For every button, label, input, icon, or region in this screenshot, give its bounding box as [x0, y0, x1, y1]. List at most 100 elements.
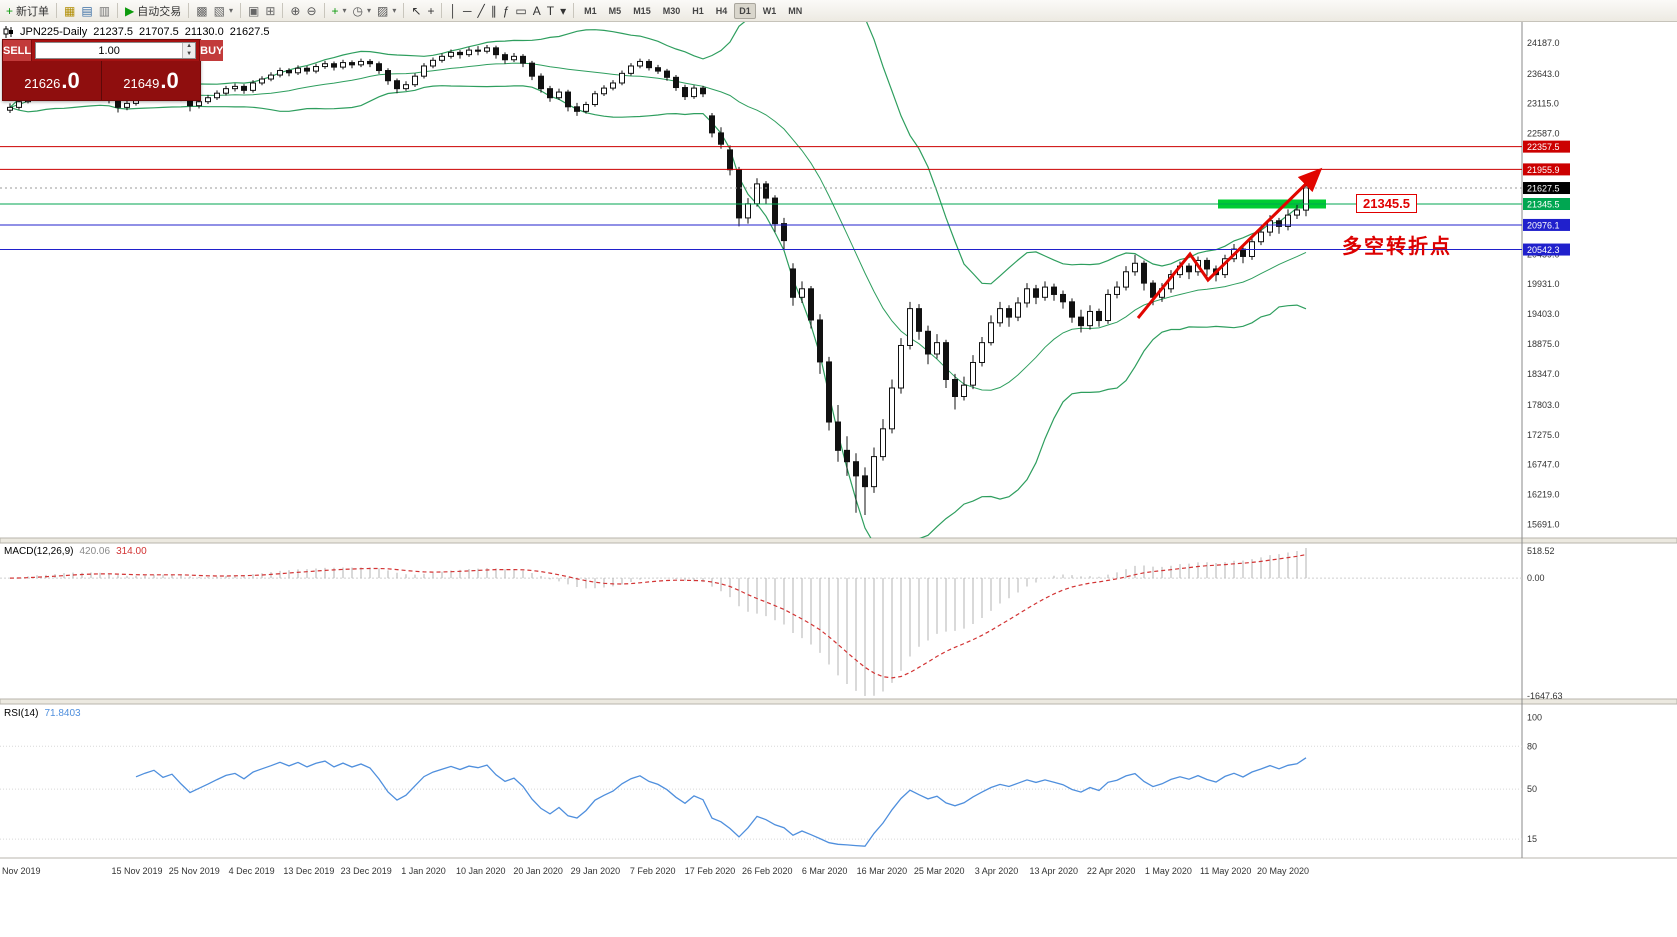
pane-divider-rsi[interactable] [0, 699, 1677, 704]
bar-low: 21130.0 [184, 26, 224, 38]
x-axis-label: 6 Mar 2020 [802, 866, 848, 876]
label-icon[interactable]: T [546, 3, 555, 18]
timeframe-w1[interactable]: W1 [762, 5, 777, 16]
x-axis-label: 15 Nov 2019 [111, 866, 162, 876]
cursor-icon[interactable]: ↖ [411, 3, 422, 18]
price-chip-20976.1: 20976.1 [1527, 220, 1560, 230]
sell-price[interactable]: 21626.0 [3, 61, 102, 100]
templates-icon[interactable]: ▨ ▾ [377, 3, 397, 18]
timeframe-d1[interactable]: D1 [734, 2, 756, 19]
cascade-windows-icon[interactable]: ▣ [247, 3, 260, 18]
y-axis-label: 16747.0 [1527, 460, 1560, 470]
volume-box: ▲ ▼ [35, 42, 197, 59]
rsi-label: RSI(14) 71.8403 [4, 708, 81, 719]
zoom-in-icon[interactable]: ⊕ [290, 3, 301, 18]
toolbar-separator [403, 3, 405, 18]
candlestick-series [7, 45, 1309, 515]
tile-windows-icon[interactable]: ⊞ [265, 3, 276, 18]
trendline-icon[interactable]: ╱ [477, 3, 485, 18]
timeframe-m15[interactable]: M15 [633, 5, 651, 16]
autotrading-icon[interactable]: ▶ 自动交易 [125, 3, 182, 18]
price-chip-21627.5: 21627.5 [1527, 184, 1560, 194]
arrows-icon[interactable]: ▾ [560, 3, 567, 18]
y-axis-label: 24187.0 [1527, 38, 1560, 48]
toolbar-separator [56, 3, 58, 18]
toolbar-separator [239, 3, 241, 18]
rsi-axis-label: 50 [1527, 784, 1537, 794]
x-axis-label: 29 Jan 2020 [571, 866, 621, 876]
vertical-line-icon[interactable]: │ [449, 3, 457, 18]
chart-area: 24187.023643.023115.022587.020459.019931… [0, 22, 1677, 937]
x-axis-label: 22 Apr 2020 [1087, 866, 1136, 876]
x-axis-label: 1 May 2020 [1145, 866, 1192, 876]
periods-icon[interactable]: ◷ ▾ [352, 3, 372, 18]
horizontal-line-icon[interactable]: ─ [462, 3, 472, 18]
rsi-axis-label: 100 [1527, 713, 1542, 723]
y-axis-label: 17275.0 [1527, 430, 1560, 440]
bollinger-upper [9, 22, 1307, 285]
x-axis-label: Nov 2019 [2, 866, 41, 876]
y-axis-label: 17803.0 [1527, 400, 1560, 410]
y-axis-label: 18347.0 [1527, 369, 1560, 379]
sell-button[interactable]: SELL [3, 40, 33, 61]
terminal-icon[interactable]: ▥ [98, 3, 111, 18]
toolbar-separator [323, 3, 325, 18]
x-axis-label: 26 Feb 2020 [742, 866, 793, 876]
bar-close: 21627.5 [229, 26, 270, 38]
x-axis-label: 13 Dec 2019 [283, 866, 334, 876]
rsi-axis-label: 80 [1527, 741, 1537, 751]
volume-up-icon[interactable]: ▲ [183, 43, 196, 51]
y-axis-label: 23115.0 [1527, 99, 1559, 109]
y-axis-label: 23643.0 [1527, 69, 1560, 79]
trend-arrow[interactable] [1136, 167, 1323, 319]
pane-divider-macd[interactable] [0, 538, 1677, 543]
price-chip-21955.9: 21955.9 [1527, 165, 1560, 175]
toolbar-separator [117, 3, 119, 18]
timeframe-h1[interactable]: H1 [692, 5, 704, 16]
x-axis-label: 17 Feb 2020 [685, 866, 736, 876]
turning-point-text[interactable]: 多空转折点 [1342, 236, 1452, 258]
candlestick-mini-icon [3, 26, 13, 38]
timeframe-h4[interactable]: H4 [715, 5, 728, 16]
x-axis-label: 11 May 2020 [1200, 866, 1251, 876]
text-icon[interactable]: A [532, 3, 541, 18]
new-chart-icon[interactable]: ▩ [196, 3, 208, 18]
timeframe-m30[interactable]: M30 [662, 5, 681, 16]
price-pane [0, 22, 1522, 538]
navigator-icon[interactable]: ▤ [81, 3, 93, 18]
one-click-trade-panel: SELL ▲ ▼ BUY 21626.0 21649.0 [2, 39, 224, 101]
zoom-out-icon[interactable]: ⊖ [306, 3, 317, 18]
macd-label: MACD(12,26,9) 420.06 314.00 [4, 546, 147, 557]
y-axis-label: 15691.0 [1527, 520, 1560, 530]
shapes-icon[interactable]: ▭ [515, 3, 527, 18]
buy-price[interactable]: 21649.0 [123, 68, 179, 93]
x-axis-label: 23 Dec 2019 [341, 866, 392, 876]
macd-pane [9, 548, 1307, 696]
chart-canvas[interactable]: 24187.023643.023115.022587.020459.019931… [0, 22, 1677, 937]
x-axis-label: 20 Jan 2020 [513, 866, 563, 876]
crosshair-icon[interactable]: + [427, 3, 435, 18]
toolbar: + 新订单 ▦ ▤ ▥ ▶ 自动交易 ▩ ▧ ▾ ▣ ⊞ ⊕ ⊖ + ▾ ◷ ▾ ▨ ▾ ↖ + │ ─ ╱ ∥ ƒ ▭ A T ▾ M1 M… [0, 0, 1677, 22]
market-watch-icon[interactable]: ▦ [64, 3, 76, 18]
x-axis-label: 1 Jan 2020 [401, 866, 446, 876]
x-axis-label: 20 May 2020 [1257, 866, 1309, 876]
volume-down-icon[interactable]: ▼ [183, 50, 196, 58]
profiles-icon[interactable]: ▧ ▾ [213, 3, 233, 18]
volume-stepper: ▲ ▼ [182, 43, 196, 58]
bar-high: 21707.5 [139, 26, 179, 38]
toolbar-separator [188, 3, 190, 18]
timeframe-m1[interactable]: M1 [584, 5, 597, 16]
indicators-icon[interactable]: + ▾ [331, 3, 347, 18]
timeframe-mn[interactable]: MN [788, 5, 803, 16]
volume-input[interactable] [36, 43, 183, 58]
fibonacci-icon[interactable]: ƒ [502, 3, 510, 18]
price-callout-label[interactable]: 21345.5 [1356, 194, 1417, 213]
toolbar-separator [441, 3, 443, 18]
new-order-icon[interactable]: + 新订单 [6, 3, 50, 18]
buy-button[interactable]: BUY [199, 40, 224, 61]
x-axis-label: 25 Nov 2019 [169, 866, 220, 876]
channel-icon[interactable]: ∥ [490, 3, 497, 18]
y-axis-label: 16219.0 [1527, 490, 1560, 500]
macd-axis-label: 0.00 [1527, 573, 1545, 583]
timeframe-m5[interactable]: M5 [608, 5, 622, 16]
